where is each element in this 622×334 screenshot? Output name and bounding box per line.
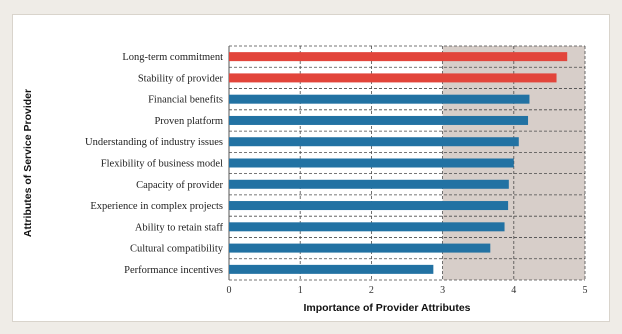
x-tick-label: 3 [440, 285, 445, 296]
bar [229, 243, 491, 253]
bar [229, 73, 557, 83]
category-label: Performance incentives [124, 265, 223, 276]
category-label: Flexibility of business model [101, 159, 223, 170]
bar [229, 115, 529, 125]
x-tick-label: 1 [298, 285, 303, 296]
category-label: Proven platform [154, 116, 223, 127]
category-label: Financial benefits [148, 95, 223, 106]
category-label: Stability of provider [138, 73, 224, 84]
category-label: Ability to retain staff [135, 222, 224, 233]
category-label: Long-term commitment [122, 52, 223, 63]
x-tick-label: 2 [369, 285, 374, 296]
bar [229, 264, 434, 274]
bar [229, 137, 519, 147]
bar [229, 158, 514, 168]
category-label: Cultural compatibility [130, 244, 224, 255]
x-tick-label: 4 [511, 285, 516, 296]
bar [229, 94, 530, 104]
category-label: Experience in complex projects [90, 201, 223, 212]
x-axis-title: Importance of Provider Attributes [303, 302, 470, 314]
bar [229, 52, 568, 62]
chart-panel: Long-term commitment Stability of provide… [12, 14, 610, 322]
category-label: Understanding of industry issues [85, 137, 223, 148]
x-tick-label: 5 [583, 285, 588, 296]
bar [229, 201, 509, 211]
bar [229, 179, 509, 189]
category-label: Capacity of provider [136, 180, 223, 191]
x-tick-label: 0 [227, 285, 232, 296]
bar [229, 222, 505, 232]
bar-chart: Long-term commitment Stability of provide… [22, 45, 588, 314]
y-axis-title: Attributes of Service Provider [22, 89, 34, 237]
